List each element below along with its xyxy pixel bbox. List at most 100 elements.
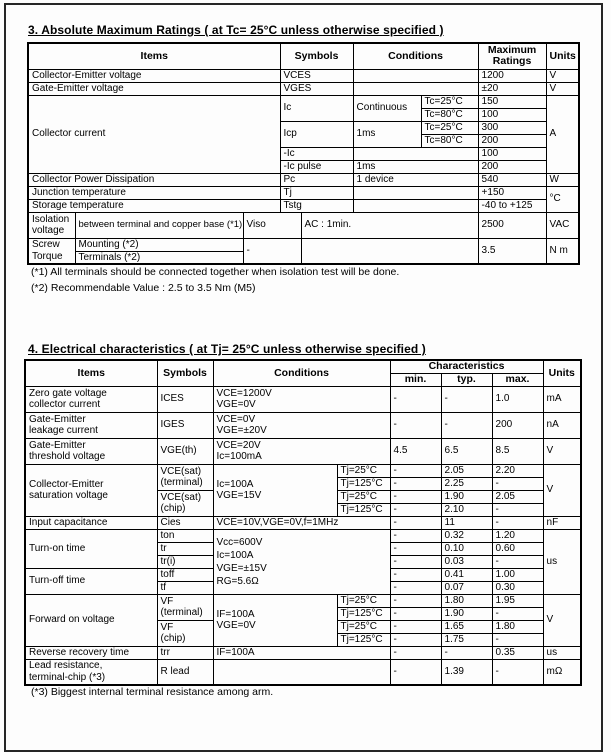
t4-header-typ: typ.	[440, 372, 493, 387]
t3-header-conditions: Conditions	[352, 42, 479, 70]
t3-row-icp-2: Tc=80°C 200	[28, 133, 579, 148]
t4-vcesat-max-3: 2.05	[491, 489, 544, 504]
t4-ton-typ: 0.32	[440, 528, 493, 543]
t3-icp-tc25: Tc=25°C	[420, 120, 479, 135]
t4-ton-max: 1.20	[491, 528, 544, 543]
t4-iges-typ: -	[440, 411, 493, 439]
t4-vgeth-typ: 6.5	[440, 437, 493, 465]
t4-vcesat-tj-2: Tj=125°C	[336, 476, 391, 491]
t3-neg-ic-pulse-cond: 1ms	[352, 159, 479, 174]
t4-sw-unit: us	[542, 528, 582, 595]
t4-rlead-cond	[212, 658, 391, 686]
t3-tstg-cond	[352, 198, 479, 213]
t4-vgeth-cond: VCE=20V Ic=100mA	[212, 437, 391, 465]
t4-iges-max: 200	[491, 411, 544, 439]
t3-tstg-value: -40 to +125	[477, 198, 547, 213]
t4-vf-max-1: 1.95	[491, 593, 544, 608]
t4-trr-symbol: trr	[156, 645, 214, 660]
t4-header-units: Units	[542, 359, 582, 387]
t4-iges-unit: nA	[542, 411, 582, 439]
t3-header-symbols: Symbols	[279, 42, 354, 70]
t4-ices-min: -	[389, 385, 442, 413]
t4-vcesat-max-4: -	[491, 502, 544, 517]
t4-row-iges: Gate-Emitter leakage current IGES VCE=0V…	[24, 411, 582, 439]
t3-row-viso: Isolation voltage between terminal and c…	[27, 211, 580, 239]
t3-neg-ic-pulse-symbol: -Ic pulse	[279, 159, 354, 174]
t3-screw-group: Screw Torque	[27, 237, 76, 265]
t3-viso-symbol: Viso	[242, 211, 302, 239]
t4-trr-cond: IF=100A	[212, 645, 391, 660]
t3-icp-value-tc80: 200	[477, 133, 547, 148]
t4-cies-cond: VCE=10V,VGE=0V,f=1MHz	[212, 515, 391, 530]
footnote-1: (*1) All terminals should be connected t…	[31, 266, 400, 278]
t4-vf-max-3: 1.80	[491, 619, 544, 634]
t4-vf-max-4: -	[491, 632, 544, 647]
t4-row-vgeth: Gate-Emitter threshold voltage VGE(th) V…	[24, 437, 582, 465]
t4-ices-max: 1.0	[491, 385, 544, 413]
t4-row-ton: Turn-on time ton Vcc=600V Ic=100A VGE=±1…	[24, 528, 582, 595]
t4-vf-typ-1: 1.80	[440, 593, 493, 608]
t3-ic-cond: Continuous	[352, 94, 422, 122]
t3-screw-symbol: -	[242, 237, 302, 265]
t4-row-cies: Input capacitance Cies VCE=10V,VGE=0V,f=…	[24, 515, 582, 530]
t4-vcesat-max-1: 2.20	[491, 463, 544, 478]
t4-vcesat-cond: Ic=100A VGE=15V	[212, 463, 338, 517]
t4-vf-typ-2: 1.90	[440, 606, 493, 621]
t4-vcesat-symbol-chip: VCE(sat) (chip)	[156, 489, 214, 517]
t4-vgeth-min: 4.5	[389, 437, 442, 465]
t3-ic-tc80: Tc=80°C	[420, 107, 479, 122]
t4-vf-tj-1: Tj=25°C	[336, 593, 391, 608]
t4-header-max: max.	[491, 372, 544, 387]
t4-vcesat-symbol-terminal: VCE(sat) (terminal)	[156, 463, 214, 491]
t3-vges-cond	[352, 81, 479, 96]
t4-header-row-1: Items Symbols Conditions Characteristics…	[24, 359, 582, 387]
t3-tj-value: +150	[477, 185, 547, 200]
t4-vf-min-4: -	[389, 632, 442, 647]
footnote-2: (*2) Recommendable Value : 2.5 to 3.5 Nm…	[31, 282, 256, 294]
t4-cies-symbol: Cies	[156, 515, 214, 530]
t3-vges-value: ±20	[477, 81, 547, 96]
t3-neg-ic-symbol: -Ic	[279, 146, 354, 161]
t4-tri-min: -	[389, 554, 442, 569]
t3-icp-cond: 1ms	[352, 120, 422, 148]
t4-header-conditions: Conditions	[212, 359, 391, 387]
t4-tf-symbol: tf	[156, 580, 214, 595]
t3-header-units: Units	[545, 42, 580, 70]
t4-toff-typ: 0.41	[440, 567, 493, 582]
t4-tf-typ: 0.07	[440, 580, 493, 595]
t4-cies-max: -	[491, 515, 544, 530]
t4-vf-typ-4: 1.75	[440, 632, 493, 647]
t3-screw-mounting: Mounting (*2)	[74, 237, 244, 252]
t3-icp-symbol: Icp	[279, 120, 354, 148]
t4-vcesat-min-1: -	[389, 463, 442, 478]
t3-header-max-ratings: Maximum Ratings	[477, 42, 547, 70]
abs-max-ratings-title: 3. Absolute Maximum Ratings ( at Tc= 25°…	[28, 23, 444, 37]
t3-screw-unit: N m	[545, 237, 580, 265]
t4-header-min: min.	[389, 372, 442, 387]
t3-screw-value: 3.5	[477, 237, 547, 265]
t3-header-row: Items Symbols Conditions Maximum Ratings…	[27, 42, 580, 70]
t4-vf-typ-3: 1.65	[440, 619, 493, 634]
t4-row-vf-1: Forward on voltage VF (terminal) IF=100A…	[24, 593, 582, 647]
t3-header-items: Items	[27, 42, 281, 70]
t4-tr-symbol: tr	[156, 541, 214, 556]
t4-vf-min-1: -	[389, 593, 442, 608]
t4-vf-cond: IF=100A VGE=0V	[212, 593, 338, 647]
t4-toff-min: -	[389, 567, 442, 582]
t4-ton-symbol: ton	[156, 528, 214, 543]
t3-neg-ic-cond	[352, 146, 479, 161]
t4-iges-symbol: IGES	[156, 411, 214, 439]
t4-tr-min: -	[389, 541, 442, 556]
t3-viso-unit: VAC	[545, 211, 580, 239]
t3-tj-cond	[352, 185, 479, 200]
t3-ic-value-tc80: 100	[477, 107, 547, 122]
t4-tf-max: 0.30	[491, 580, 544, 595]
t4-ton-min: -	[389, 528, 442, 543]
t3-vces-unit: V	[545, 68, 580, 83]
t4-header-symbols: Symbols	[156, 359, 214, 387]
t4-row-rlead: Lead resistance, terminal-chip (*3) R le…	[24, 658, 582, 686]
t4-rlead-item: Lead resistance, terminal-chip (*3)	[24, 658, 158, 686]
t4-vcesat-min-2: -	[389, 476, 442, 491]
t4-row-vcesat-4: Tj=125°C - 2.10 -	[25, 502, 581, 517]
t3-row-vces: Collector-Emitter voltage VCES 1200 V	[27, 68, 580, 83]
